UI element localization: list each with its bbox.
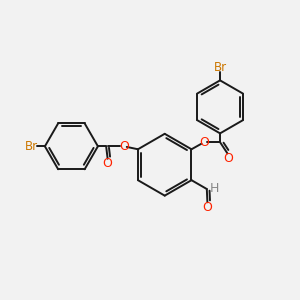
Text: O: O [223,152,233,165]
Text: H: H [209,182,219,195]
Text: Br: Br [25,140,38,153]
Text: O: O [119,140,129,153]
Text: Br: Br [214,61,226,74]
Text: O: O [202,201,212,214]
Text: O: O [103,158,112,170]
Text: O: O [199,136,209,149]
